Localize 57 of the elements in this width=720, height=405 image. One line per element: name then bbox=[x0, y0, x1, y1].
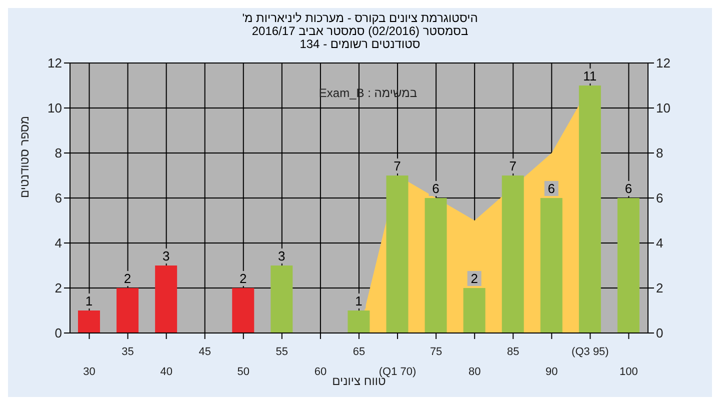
y-tick-label: 6 bbox=[54, 190, 62, 206]
x-tick-label: 40 bbox=[160, 366, 172, 378]
data-label: 7 bbox=[394, 158, 401, 174]
y-tick-label: 12 bbox=[48, 56, 62, 71]
bar bbox=[578, 86, 601, 333]
chart-subtitle: בסמסטר (02/2016) סמסטר אביב 2016/17 סטודנטים רשומים - 134 bbox=[250, 24, 470, 51]
bar bbox=[348, 310, 370, 333]
x-tick-label: (Q3 95) bbox=[572, 346, 609, 358]
data-label: 1 bbox=[355, 294, 362, 308]
y-axis-title: מספר סטודנטים bbox=[17, 116, 32, 198]
x-tick-label: 50 bbox=[237, 366, 250, 378]
data-label: 6 bbox=[432, 181, 440, 196]
bar bbox=[463, 288, 486, 333]
data-label: 11 bbox=[583, 68, 597, 84]
y2-tick-label: 8 bbox=[656, 146, 664, 161]
x-tick-label: 35 bbox=[122, 346, 134, 358]
bar bbox=[502, 176, 524, 333]
bar bbox=[232, 288, 254, 333]
y-tick-label: 2 bbox=[54, 280, 62, 296]
x-tick-label: 65 bbox=[352, 346, 366, 358]
bar bbox=[617, 198, 640, 333]
data-label: 2 bbox=[124, 271, 132, 286]
y2-tick-label: 4 bbox=[656, 236, 664, 251]
bar bbox=[155, 266, 178, 333]
data-label: 3 bbox=[162, 248, 170, 264]
data-label: 6 bbox=[624, 181, 632, 196]
bar bbox=[424, 198, 447, 333]
y2-tick-label: 0 bbox=[656, 326, 664, 341]
y-tick-label: 0 bbox=[54, 326, 62, 341]
x-tick-label: 80 bbox=[468, 366, 481, 378]
y2-tick-label: 10 bbox=[656, 100, 670, 116]
y2-tick-label: 12 bbox=[656, 56, 670, 71]
y2-tick-label: 2 bbox=[656, 280, 664, 296]
x-tick-label: 45 bbox=[198, 346, 211, 358]
x-tick-label: 75 bbox=[430, 346, 442, 358]
x-tick-label: 90 bbox=[546, 366, 558, 378]
x-tick-label: 100 bbox=[620, 366, 638, 378]
bar bbox=[386, 176, 408, 333]
y-tick-label: 4 bbox=[54, 236, 62, 251]
bar bbox=[270, 266, 293, 333]
x-tick-label: 85 bbox=[507, 346, 520, 358]
x-tick-label: 30 bbox=[83, 366, 96, 378]
y-tick-label: 8 bbox=[54, 146, 62, 161]
x-tick-label: 55 bbox=[276, 346, 288, 358]
bar bbox=[116, 288, 139, 333]
data-label: 7 bbox=[509, 158, 516, 174]
chart-title: היסטוגרמת ציונים בקורס - מערכות ליניאריות מ' bbox=[241, 11, 479, 25]
bar bbox=[78, 310, 100, 333]
data-label: 1 bbox=[85, 294, 93, 308]
y2-tick-label: 6 bbox=[656, 190, 664, 206]
data-label: 6 bbox=[548, 181, 556, 196]
y-tick-label: 10 bbox=[48, 100, 62, 116]
x-tick-label: 60 bbox=[314, 366, 327, 378]
data-label: 3 bbox=[278, 248, 286, 264]
bar bbox=[540, 198, 562, 333]
data-label: 2 bbox=[470, 271, 478, 286]
data-label: 2 bbox=[240, 271, 247, 286]
